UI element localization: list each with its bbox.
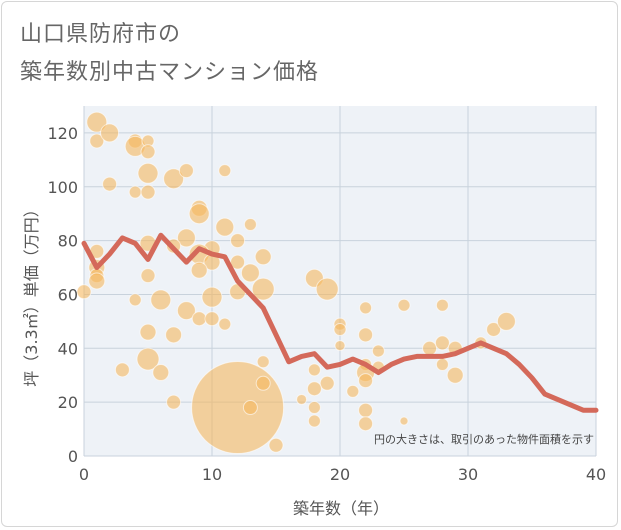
data-bubble (240, 263, 260, 283)
data-bubble (399, 416, 409, 426)
y-tick-label: 20 (58, 393, 78, 412)
data-bubble (128, 293, 142, 307)
data-bubble (188, 203, 210, 225)
y-axis-title: 坪（3.3㎡）単価（万円） (22, 201, 41, 386)
data-bubble (201, 286, 223, 308)
data-bubble (254, 248, 272, 266)
tick-labels: 0 20 40 60 80 100 120 0 10 20 30 40 (47, 124, 606, 484)
data-bubble (102, 176, 118, 192)
data-bubble (307, 363, 321, 377)
chart-title-line1: 山口県防府市の (20, 22, 182, 47)
data-bubble (334, 340, 346, 352)
y-tick-label: 80 (58, 232, 78, 251)
data-bubble (140, 144, 156, 160)
data-bubble (358, 416, 374, 432)
data-bubble (230, 233, 246, 249)
data-bubble (191, 361, 285, 455)
data-bubble (255, 375, 271, 391)
data-bubble (176, 228, 196, 248)
data-bubble (165, 326, 183, 344)
y-tick-label: 120 (47, 124, 78, 143)
data-bubble (307, 401, 321, 415)
data-bubble (114, 362, 130, 378)
x-tick-label: 40 (586, 465, 606, 484)
x-axis-title: 築年数（年） (293, 499, 389, 518)
data-bubble (140, 184, 156, 200)
data-bubble (446, 366, 464, 384)
data-bubble (486, 321, 502, 337)
data-bubble (128, 185, 142, 199)
data-bubble (319, 375, 335, 391)
bubble-size-note: 円の大きさは、取引のあった物件面積を示す (374, 432, 594, 446)
data-bubble (268, 437, 284, 453)
data-bubble (88, 272, 106, 290)
data-bubble (307, 414, 321, 428)
data-bubble (346, 384, 360, 398)
data-bubble (140, 268, 156, 284)
data-bubble (242, 400, 258, 416)
data-bubble (359, 301, 373, 315)
data-bubble (163, 168, 185, 190)
data-bubble (422, 340, 438, 356)
bubble-series (76, 111, 516, 455)
data-bubble (152, 364, 170, 382)
data-bubble (218, 317, 232, 331)
data-bubble (397, 298, 411, 312)
data-bubble (191, 311, 207, 327)
data-bubble (215, 217, 235, 237)
data-bubble (251, 277, 275, 301)
y-tick-label: 100 (47, 178, 78, 197)
data-bubble (150, 289, 172, 311)
chart-title-line2: 築年数別中古マンション価格 (20, 60, 320, 85)
data-bubble (306, 381, 322, 397)
data-bubble (243, 217, 257, 231)
x-tick-label: 20 (330, 465, 350, 484)
data-bubble (256, 355, 270, 369)
average-price-line (81, 232, 599, 413)
data-bubble (136, 347, 160, 371)
data-bubble (86, 111, 108, 133)
data-bubble (333, 322, 347, 336)
x-tick-label: 10 (202, 465, 222, 484)
data-bubble (230, 254, 246, 270)
y-tick-label: 60 (58, 285, 78, 304)
data-bubble (204, 311, 220, 327)
data-bubble (296, 393, 308, 405)
data-bubble (139, 323, 157, 341)
data-bubble (434, 335, 450, 351)
x-tick-label: 0 (79, 465, 89, 484)
data-bubble (358, 327, 374, 343)
data-bubble (89, 133, 105, 149)
data-bubble (178, 163, 194, 179)
y-tick-label: 40 (58, 339, 78, 358)
data-bubble (358, 402, 374, 418)
data-bubble (358, 373, 374, 389)
data-bubble (190, 261, 208, 279)
data-bubble (176, 301, 196, 321)
x-tick-label: 30 (458, 465, 478, 484)
data-bubble (100, 123, 120, 143)
data-bubble (496, 311, 516, 331)
data-bubble (137, 162, 159, 184)
data-bubble (218, 164, 232, 178)
data-bubble (435, 357, 449, 371)
data-bubble (315, 277, 339, 301)
data-bubble (166, 394, 182, 410)
data-bubble (371, 344, 385, 358)
data-bubble (435, 298, 449, 312)
y-tick-label: 0 (68, 447, 78, 466)
data-bubble (76, 284, 92, 300)
